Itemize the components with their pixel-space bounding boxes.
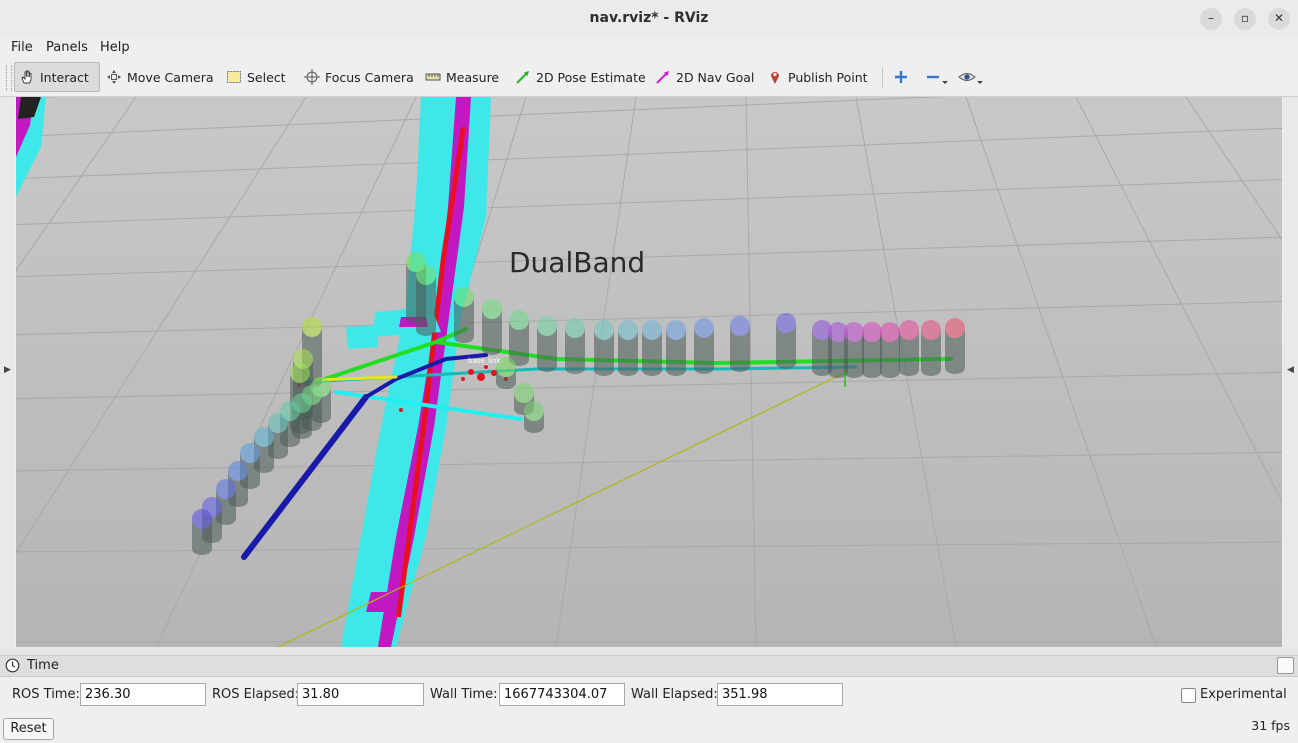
add-tool-icon [895,71,907,83]
float-panel-button[interactable] [1277,657,1294,674]
window-title: nav.rviz* - RViz [589,10,709,26]
crosshair-icon [304,69,320,85]
toolbar-grip[interactable] [6,65,12,91]
robot-frame-label: base_link [468,357,502,365]
magenta-arrow-icon [656,71,669,84]
expand-left-icon: ▶ [4,365,11,375]
tool-measure[interactable]: Measure [425,62,499,92]
hand-icon [21,70,32,84]
tool-2d-nav-goal[interactable]: 2D Nav Goal [655,62,754,92]
trajectory-cylinder [812,320,832,376]
expand-right-icon: ◀ [1287,365,1294,375]
time-panel-header: Time [0,655,1298,677]
viewport-overlay-text: DualBand [509,246,645,279]
move-camera-icon [107,70,121,84]
tool-select-label: Select [247,69,286,85]
wall-time-field[interactable] [499,683,625,706]
tool-2d-nav-goal-label: 2D Nav Goal [676,69,755,85]
wall-time-label: Wall Time: [430,687,498,702]
trajectory-markers [192,252,965,555]
trajectory-cylinder [537,316,557,372]
trajectory-cylinder [642,320,662,376]
toolbar-separator [882,67,883,89]
tool-move-camera[interactable]: Move Camera [106,62,214,92]
remove-tool-icon [927,75,948,84]
trajectory-cylinder [509,310,529,366]
trajectory-cylinder [694,318,714,374]
panel-splitter[interactable] [0,647,1298,655]
menu-file[interactable]: File [11,40,33,55]
experimental-label: Experimental [1200,687,1287,702]
menubar: File Panels Help [0,38,1298,59]
time-panel-title: Time [27,658,59,673]
right-dock-handle[interactable]: ◀ [1283,97,1298,647]
fps-counter: 31 fps [1251,718,1290,733]
ros-time-field[interactable] [80,683,206,706]
trajectory-cylinder [899,320,919,376]
wall-elapsed-field[interactable] [717,683,843,706]
tool-measure-label: Measure [446,69,500,85]
grid-lines [16,97,1282,647]
trajectory-cylinder [454,287,474,343]
map-pin-icon [771,72,779,84]
laser-scan [297,365,508,412]
trajectory-cylinder [594,320,614,376]
trajectory-cylinder [945,318,965,374]
ros-elapsed-label: ROS Elapsed: [212,687,300,702]
view-button[interactable] [958,62,989,92]
trajectory-cylinder [880,322,900,378]
tool-interact[interactable]: Interact [14,62,100,92]
trajectory-cylinder [921,320,941,376]
add-tool-button[interactable] [893,62,914,92]
tool-focus-camera[interactable]: Focus Camera [304,62,414,92]
trajectory-cylinder [862,322,882,378]
experimental-checkbox[interactable] [1181,688,1196,703]
trajectory-cylinder [730,316,750,372]
tool-select[interactable]: Select [226,62,286,92]
ruler-icon [425,73,441,81]
green-arrow-icon [516,71,529,84]
long-path-line [277,371,847,647]
trajectory-cylinder [666,320,686,376]
window-titlebar: nav.rviz* - RViz – ▫ ✕ [0,0,1298,39]
trajectory-cylinder [496,357,516,389]
tools-toolbar: Interact Move Camera Select Focus Camera… [0,59,1298,97]
trajectory-cylinder [828,322,848,378]
tool-publish-point[interactable]: Publish Point [767,62,868,92]
clock-icon [5,658,20,673]
tool-2d-pose-estimate-label: 2D Pose Estimate [536,69,646,85]
ros-elapsed-field[interactable] [297,683,424,706]
reset-button[interactable]: Reset [3,718,54,740]
maximize-button[interactable]: ▫ [1234,8,1256,30]
trajectory-cylinder [776,313,796,369]
trajectory-cylinder [482,299,502,355]
select-box-icon [227,71,241,83]
scene-svg: base_link DualBand [16,97,1282,647]
wall-elapsed-label: Wall Elapsed: [631,687,718,702]
menu-panels[interactable]: Panels [46,40,88,55]
minimize-icon: – [1208,11,1214,25]
tool-interact-label: Interact [40,69,89,85]
close-button[interactable]: ✕ [1268,8,1290,30]
close-icon: ✕ [1273,11,1285,25]
render-viewport[interactable]: base_link DualBand [16,97,1282,647]
tool-move-camera-label: Move Camera [127,69,214,85]
minimize-button[interactable]: – [1200,8,1222,30]
view-eye-icon [958,73,983,84]
trajectory-cylinder [416,265,436,336]
menu-help[interactable]: Help [100,40,130,55]
trajectory-cylinder [524,401,544,433]
ros-time-label: ROS Time: [12,687,80,702]
tool-2d-pose-estimate[interactable]: 2D Pose Estimate [515,62,646,92]
remove-tool-button[interactable] [925,62,954,92]
trajectory-cylinder [565,318,585,374]
trajectory-cylinder [844,322,864,378]
tool-focus-camera-label: Focus Camera [325,69,414,85]
left-dock-handle[interactable]: ▶ [0,97,15,647]
trajectory-cylinder [192,509,212,555]
tool-publish-point-label: Publish Point [788,69,868,85]
maximize-icon: ▫ [1240,11,1250,25]
trajectory-cylinder [618,320,638,376]
